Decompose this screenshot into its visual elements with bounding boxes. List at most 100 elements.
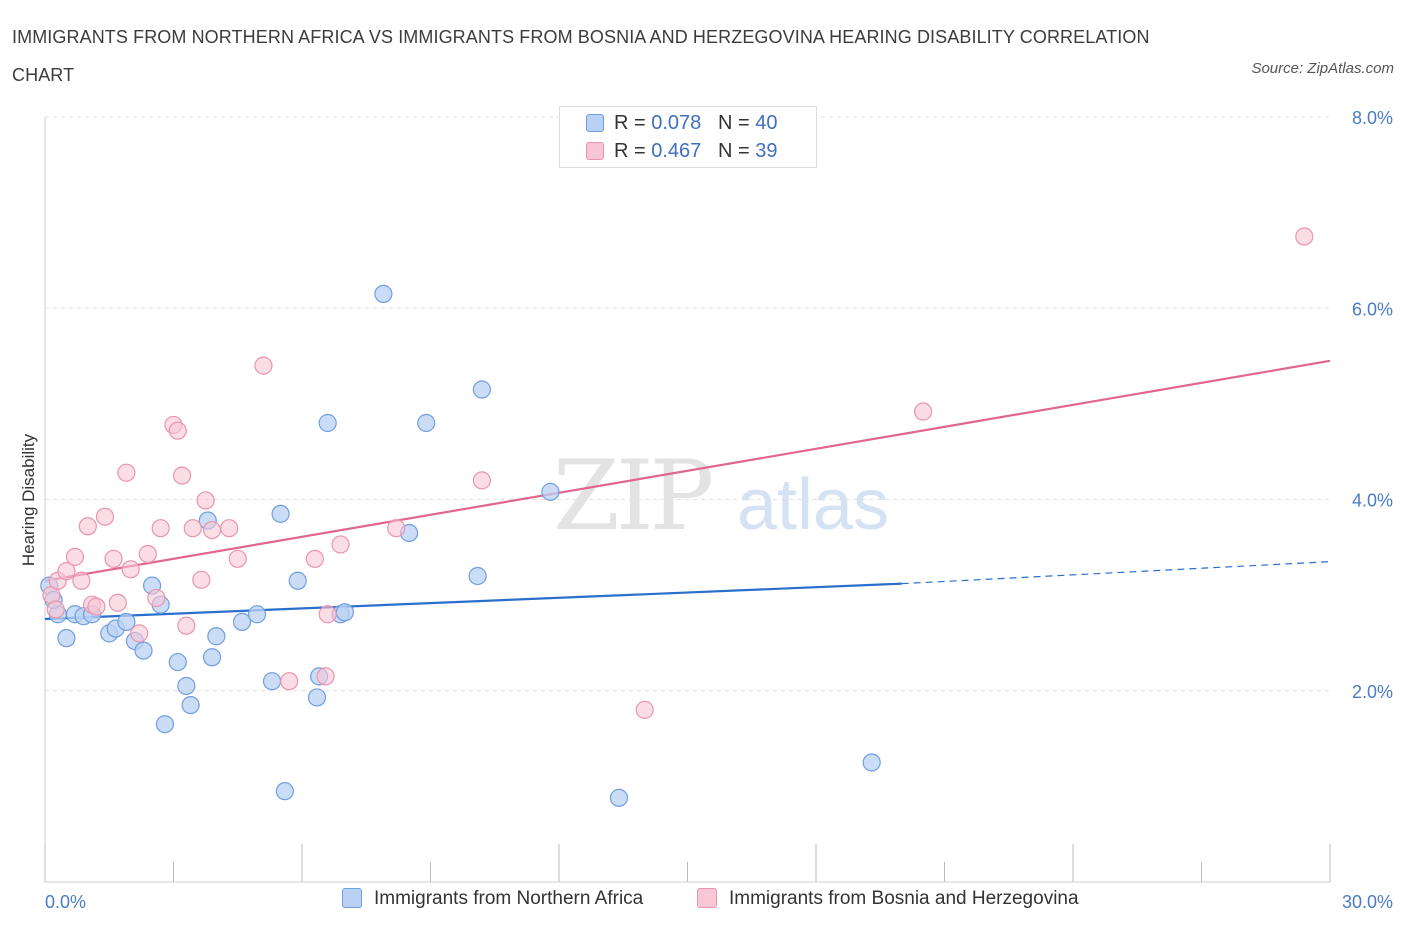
- data-point-bosnia: [183, 519, 202, 538]
- data-point-bosnia: [387, 519, 406, 538]
- legend-r-label: R =: [614, 140, 652, 162]
- data-point-northern-africa: [207, 627, 226, 646]
- data-point-bosnia: [78, 517, 97, 536]
- data-point-bosnia: [172, 466, 192, 485]
- data-point-northern-africa: [275, 782, 294, 801]
- legend-r-value: 0.467: [651, 140, 702, 162]
- data-point-northern-africa: [57, 629, 76, 648]
- legend-item-bosnia: Immigrants from Bosnia and Herzegovina: [697, 888, 1079, 910]
- data-point-bosnia: [108, 593, 127, 612]
- data-point-bosnia: [95, 507, 115, 526]
- legend-label-bosnia: Immigrants from Bosnia and Herzegovina: [729, 888, 1079, 909]
- data-point-northern-africa: [202, 648, 222, 667]
- legend-row-blue: R = 0.078 N = 40: [586, 112, 777, 138]
- data-point-bosnia: [305, 549, 324, 568]
- data-point-bosnia: [220, 519, 239, 538]
- legend-swatch-blue: [342, 888, 362, 908]
- data-point-bosnia: [1295, 227, 1314, 246]
- legend-swatch-blue: [586, 114, 604, 132]
- correlation-legend: R = 0.078 N = 40 R = 0.467 N = 39: [559, 106, 817, 168]
- data-point-bosnia: [46, 600, 65, 619]
- data-point-northern-africa: [335, 603, 354, 622]
- data-point-northern-africa: [374, 284, 393, 304]
- data-point-northern-africa: [862, 753, 881, 772]
- data-point-northern-africa: [472, 380, 491, 399]
- source-label: Source: ZipAtlas.com: [1251, 60, 1394, 77]
- data-point-northern-africa: [468, 566, 487, 586]
- data-point-bosnia: [316, 667, 335, 686]
- data-point-bosnia: [177, 616, 196, 635]
- legend-n-value: 39: [755, 140, 778, 162]
- data-point-northern-africa: [168, 652, 187, 672]
- data-point-bosnia: [635, 700, 654, 719]
- data-point-bosnia: [87, 597, 106, 616]
- data-point-northern-africa: [318, 413, 337, 433]
- legend-n-label: N =: [717, 140, 756, 162]
- data-point-northern-africa: [155, 715, 175, 734]
- legend-n-label: N =: [717, 112, 756, 134]
- x-tick-label: 0.0%: [45, 892, 86, 912]
- legend-label-northern-africa: Immigrants from Northern Africa: [374, 888, 644, 909]
- data-point-bosnia: [913, 402, 933, 421]
- data-point-northern-africa: [262, 672, 282, 691]
- data-point-bosnia: [254, 356, 273, 375]
- data-point-bosnia: [130, 624, 149, 643]
- data-point-bosnia: [138, 544, 157, 564]
- data-point-bosnia: [318, 605, 337, 624]
- series-northern-africa-points: [40, 284, 881, 807]
- data-point-bosnia: [104, 549, 123, 568]
- y-tick-label: 8.0%: [1352, 108, 1393, 128]
- data-point-bosnia: [147, 588, 166, 608]
- legend-swatch-pink: [586, 142, 604, 160]
- y-tick-label: 2.0%: [1352, 682, 1393, 702]
- data-point-northern-africa: [181, 695, 200, 715]
- data-point-bosnia: [117, 463, 136, 482]
- y-tick-label: 4.0%: [1352, 491, 1393, 511]
- data-point-bosnia: [121, 560, 140, 579]
- data-point-bosnia: [65, 547, 85, 566]
- data-point-northern-africa: [541, 482, 560, 501]
- data-point-bosnia: [202, 520, 222, 540]
- watermark-zip: ZIP: [553, 440, 714, 552]
- data-point-northern-africa: [307, 688, 327, 707]
- data-point-northern-africa: [417, 413, 436, 433]
- data-point-northern-africa: [247, 605, 267, 624]
- data-point-bosnia: [472, 471, 491, 490]
- legend-n-value: 40: [755, 112, 778, 134]
- y-axis-label: Hearing Disability: [19, 433, 38, 566]
- x-tick-label: 30.0%: [1342, 892, 1393, 912]
- data-point-bosnia: [228, 549, 247, 568]
- data-point-bosnia: [168, 421, 187, 440]
- legend-r-label: R =: [614, 112, 652, 134]
- watermark: ZIP atlas: [553, 440, 889, 552]
- trend-lines: [44, 359, 1331, 621]
- data-point-bosnia: [196, 491, 215, 510]
- data-point-northern-africa: [177, 676, 196, 696]
- data-point-bosnia: [192, 570, 211, 589]
- y-tick-label: 6.0%: [1352, 299, 1393, 319]
- grid-lines: [45, 116, 1330, 692]
- data-point-bosnia: [151, 519, 170, 538]
- data-point-northern-africa: [117, 612, 136, 632]
- data-point-bosnia: [57, 562, 76, 581]
- data-point-northern-africa: [232, 612, 252, 632]
- trend-line-northern-africa-extension: [901, 561, 1331, 585]
- data-point-northern-africa: [271, 504, 290, 523]
- trend-line-northern-africa: [44, 582, 902, 621]
- legend-item-northern-africa: Immigrants from Northern Africa: [342, 888, 643, 910]
- watermark-atlas: atlas: [736, 465, 889, 545]
- axes: [44, 117, 1331, 883]
- data-point-bosnia: [72, 571, 91, 590]
- data-point-bosnia: [280, 672, 299, 691]
- trend-line-bosnia: [44, 359, 1331, 582]
- series-bosnia-points: [42, 227, 1314, 719]
- legend-swatch-pink: [697, 888, 717, 908]
- legend-r-value: 0.078: [651, 112, 702, 134]
- axis-labels: 2.0% 4.0% 6.0% 8.0% 0.0% 30.0% Hearing Disabil…: [19, 108, 1393, 912]
- chart-title: IMMIGRANTS FROM NORTHERN AFRICA VS IMMIG…: [12, 27, 1150, 85]
- data-point-northern-africa: [609, 788, 629, 807]
- data-point-bosnia: [331, 535, 350, 554]
- data-point-northern-africa: [134, 641, 153, 660]
- data-point-northern-africa: [288, 571, 307, 590]
